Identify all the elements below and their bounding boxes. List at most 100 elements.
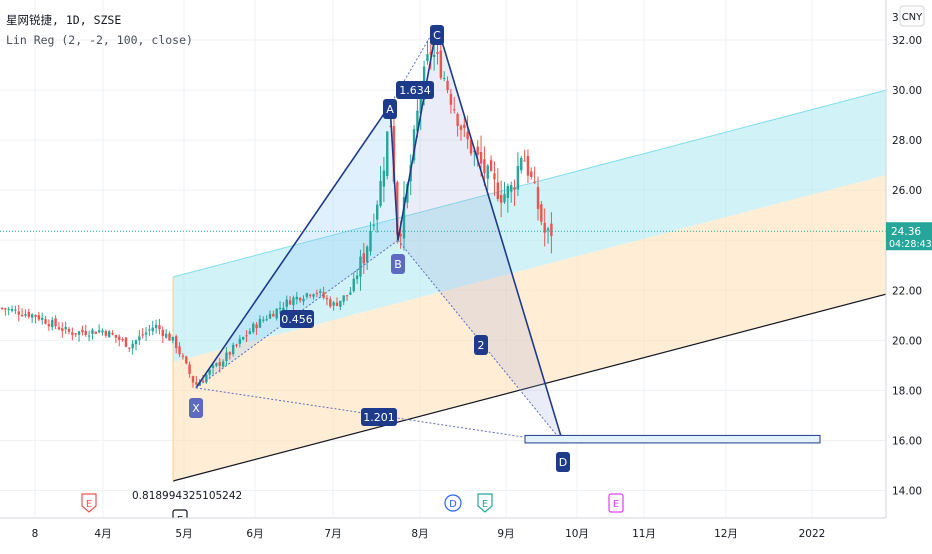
event-earnings-purple-label: E <box>613 499 619 510</box>
time-tick-label: 6月 <box>246 528 263 540</box>
candle-body <box>349 292 352 295</box>
last-price-badge <box>886 222 932 251</box>
bar-countdown-label: 04:28:43 <box>889 239 932 250</box>
candle-body <box>546 228 550 231</box>
candle-body <box>248 331 252 334</box>
event-earnings-red-label: E <box>86 499 92 510</box>
pattern-leg-bc[interactable] <box>397 24 438 241</box>
candle-body <box>432 54 436 58</box>
candle-body <box>459 125 463 130</box>
channel-upper-line <box>172 79 927 278</box>
candle-body <box>111 333 114 335</box>
currency-label: CNY <box>902 12 923 23</box>
time-tick-label: 5月 <box>175 528 192 540</box>
candle-body <box>543 222 546 233</box>
event-markers[interactable]: EEDEE <box>81 493 624 529</box>
currency-box[interactable] <box>899 5 925 27</box>
candle-body <box>14 309 17 311</box>
candle-body <box>489 160 493 171</box>
candle-body <box>275 308 278 319</box>
price-tick-label: 32.00 <box>892 35 922 47</box>
last-price-label: 24.36 <box>891 226 921 238</box>
candle-body <box>533 181 536 183</box>
point-x-bg <box>189 398 203 418</box>
candle-body <box>503 194 506 203</box>
indicator-legend[interactable]: Lin Reg (2, -2, 100, close) <box>6 33 193 47</box>
candle-body <box>108 331 111 338</box>
time-tick-label: 9月 <box>497 528 514 540</box>
candle-body <box>510 185 513 192</box>
candle-body <box>513 187 516 190</box>
candle-body <box>429 51 432 55</box>
candle-body <box>332 302 335 306</box>
point-label-x: X <box>192 402 200 415</box>
regression-channel <box>172 79 927 482</box>
ratio-xab-bg <box>396 81 434 99</box>
candle-body <box>523 160 526 162</box>
candle-body <box>30 314 34 318</box>
candle-body <box>77 331 81 335</box>
candle-body <box>359 256 362 277</box>
symbol-legend[interactable]: 星网锐捷, 1D, SZSE <box>6 12 121 28</box>
candle-body <box>191 376 195 383</box>
candle-body <box>94 331 97 334</box>
upper-channel-band <box>173 79 926 363</box>
candle-body <box>325 298 329 300</box>
candle-body <box>329 299 332 307</box>
candle-body <box>245 335 248 337</box>
candle-body <box>138 336 141 341</box>
candle-body <box>352 278 355 292</box>
candle-body <box>483 159 486 174</box>
candle-body <box>208 369 211 375</box>
candle-body <box>376 204 379 220</box>
pattern-leg-cd[interactable] <box>436 24 564 444</box>
candle-body <box>7 308 10 310</box>
candle-body <box>292 297 295 306</box>
event-dividend-blue-icon[interactable] <box>444 494 462 512</box>
candle-body <box>104 331 108 336</box>
candle-body <box>506 185 510 198</box>
point-c-bg <box>430 25 444 45</box>
candle-body <box>392 126 396 182</box>
event-earnings-green-icon[interactable] <box>477 493 493 513</box>
candle-body <box>87 335 91 337</box>
candle-body <box>188 364 191 375</box>
candle-body <box>382 170 386 187</box>
ratio-bcd: 2 <box>478 339 485 352</box>
candle-body <box>118 336 121 340</box>
candle-body <box>238 338 242 344</box>
pattern-leg-xa[interactable] <box>195 104 391 389</box>
candle-body <box>121 339 124 341</box>
pattern-leg-ab[interactable] <box>389 105 399 241</box>
candle-body <box>27 311 30 317</box>
price-axis[interactable]: 14.0016.0018.0020.0022.0024.0026.0028.00… <box>885 0 932 550</box>
candle-body <box>419 94 422 114</box>
candle-body <box>526 155 530 176</box>
candle-body <box>168 333 171 341</box>
target-zone-box[interactable] <box>524 434 821 444</box>
candle-body <box>161 329 164 337</box>
candle-body <box>181 355 185 357</box>
event-earnings-purple-icon[interactable] <box>608 493 624 513</box>
candle-body <box>453 109 456 111</box>
time-axis[interactable]: 8 4月 5月 6月 7月 8月 9月 10月 11月 12月 2022 <box>0 517 932 550</box>
candle-body <box>355 275 359 280</box>
price-tick-label: 22.00 <box>892 285 922 297</box>
candle-body <box>124 337 128 347</box>
candle-body <box>278 307 282 309</box>
candlestick-series <box>0 32 886 388</box>
candle-body <box>144 332 148 335</box>
candle-body <box>402 197 406 239</box>
candle-body <box>171 336 175 341</box>
candle-body <box>372 224 376 226</box>
ratio-abc: 0.456 <box>281 313 313 326</box>
candle-body <box>295 296 298 300</box>
candle-body <box>24 313 27 316</box>
event-earnings-red-icon[interactable] <box>81 493 97 513</box>
candle-body <box>128 347 131 349</box>
candle-body <box>288 300 292 305</box>
symbol-interval: 1D <box>65 13 80 27</box>
point-label-d: D <box>559 456 567 469</box>
